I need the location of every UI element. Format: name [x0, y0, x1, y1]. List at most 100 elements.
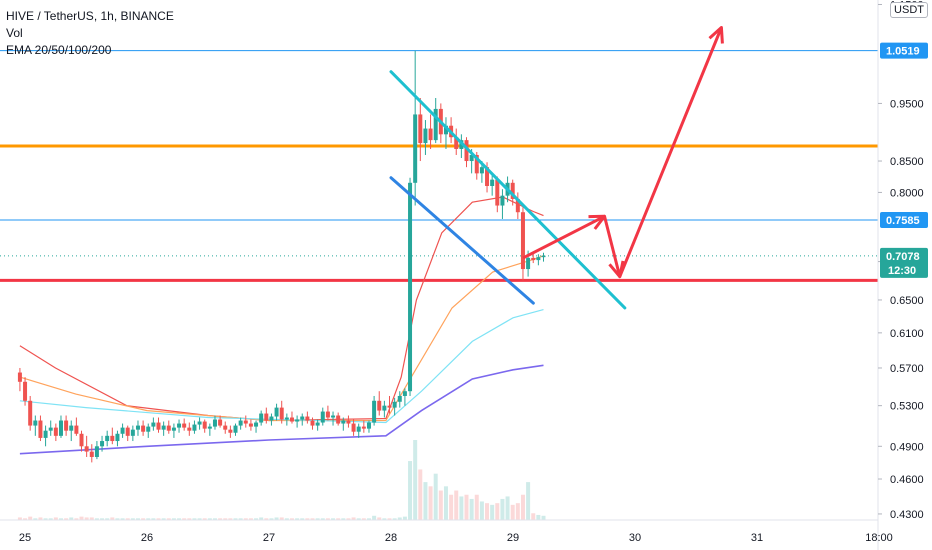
volume-bar-44: [243, 518, 248, 520]
y-tick-label-3: 0.8000: [890, 187, 924, 199]
volume-bars: [17, 440, 546, 520]
candle-body-75: [402, 391, 407, 396]
candle-body-7: [53, 427, 58, 436]
candle-body-38: [212, 419, 217, 427]
candle-body-51: [279, 407, 284, 420]
volume-bar-26: [151, 518, 156, 520]
volume-bar-61: [331, 518, 336, 520]
volume-bar-48: [264, 518, 269, 520]
volume-bar-6: [48, 518, 53, 520]
candle-body-63: [341, 420, 346, 424]
volume-bar-30: [171, 518, 176, 520]
volume-bar-46: [254, 518, 259, 520]
volume-bar-25: [146, 518, 151, 520]
candle-body-56: [305, 416, 310, 421]
candle-body-6: [48, 427, 53, 431]
candle-body-28: [161, 425, 166, 430]
legend-ema[interactable]: EMA 20/50/100/200: [6, 43, 112, 57]
candle-body-85: [454, 137, 459, 149]
candle-body-64: [346, 420, 351, 424]
candle-body-76: [408, 182, 413, 392]
volume-bar-76: [408, 461, 413, 520]
volume-bar-66: [356, 518, 361, 520]
volume-bar-79: [423, 482, 428, 520]
volume-bar-80: [428, 486, 433, 520]
candle-body-13: [84, 446, 89, 452]
volume-bar-1: [23, 518, 28, 520]
currency-label[interactable]: USDT: [890, 2, 928, 18]
candle-body-89: [474, 154, 479, 174]
volume-bar-59: [320, 518, 325, 520]
trend-line-1: [389, 176, 535, 305]
volume-bar-58: [315, 518, 320, 520]
y-tick-label-2: 0.8500: [890, 156, 924, 168]
candle-body-93: [495, 179, 500, 206]
x-tick-label-2: 27: [263, 532, 275, 544]
candle-body-88: [469, 154, 474, 162]
legend-symbol[interactable]: HIVE / TetherUS, 1h, BINANCE: [6, 9, 174, 23]
horizontal-lines: [0, 50, 878, 282]
candle-body-36: [202, 421, 207, 429]
trendline-drawings: [389, 26, 724, 310]
candle-body-1: [23, 381, 28, 401]
volume-bar-94: [500, 498, 505, 520]
volume-bar-102: [541, 515, 546, 520]
candle-body-14: [89, 451, 94, 457]
candle-body-5: [43, 430, 48, 438]
price-tag-label-1: 0.7585: [886, 215, 920, 227]
volume-bar-56: [305, 518, 310, 520]
volume-bar-85: [454, 490, 459, 520]
candlesticks: [17, 50, 546, 463]
volume-bar-50: [274, 517, 279, 520]
volume-bar-86: [459, 496, 464, 520]
ema20-line: [19, 196, 544, 422]
arrowhead-0-2: [608, 260, 625, 279]
candle-body-37: [207, 426, 212, 429]
candle-body-78: [418, 114, 423, 144]
y-tick-label-6: 0.6100: [890, 328, 924, 340]
volume-bar-28: [161, 518, 166, 520]
candle-body-10: [69, 425, 74, 431]
candle-body-0: [17, 372, 22, 382]
price-tags: 1.0519 0.7585 0.7078 12:30: [880, 42, 928, 278]
volume-bar-89: [474, 494, 479, 520]
volume-bar-53: [289, 518, 294, 520]
candle-body-29: [166, 425, 171, 431]
volume-bar-73: [392, 518, 397, 520]
volume-bar-81: [433, 473, 438, 520]
candle-body-73: [392, 401, 397, 408]
volume-bar-47: [259, 517, 264, 520]
candle-body-66: [356, 426, 361, 432]
y-tick-label-8: 0.5300: [890, 401, 924, 413]
volume-bar-101: [536, 514, 541, 520]
candle-body-83: [443, 125, 448, 135]
volume-bar-27: [156, 518, 161, 520]
candle-body-77: [413, 114, 418, 183]
volume-bar-2: [28, 516, 33, 520]
volume-bar-4: [38, 517, 43, 520]
candle-body-94: [500, 195, 505, 206]
x-tick-label-6: 31: [751, 532, 763, 544]
price-tag-1: [880, 212, 928, 229]
candle-body-61: [331, 415, 336, 418]
candle-body-9: [64, 420, 69, 431]
time-axis[interactable]: 25 26 27 28 29 30 31 18:00: [0, 519, 893, 544]
candle-body-65: [351, 423, 356, 432]
legend-volume[interactable]: Vol: [6, 26, 23, 40]
price-tag-label-0: 1.0519: [886, 46, 920, 58]
candle-body-23: [135, 425, 140, 430]
candle-body-44: [243, 420, 248, 424]
volume-bar-5: [43, 518, 48, 520]
candle-body-69: [372, 400, 377, 423]
x-tick-label-5: 30: [629, 532, 641, 544]
volume-bar-65: [351, 517, 356, 520]
x-tick-label-0: 25: [19, 532, 31, 544]
candle-body-47: [259, 413, 264, 423]
candle-body-22: [130, 429, 135, 436]
trend-line-0: [389, 70, 627, 310]
candle-body-20: [120, 427, 125, 434]
y-tick-label-11: 0.4300: [890, 509, 924, 521]
price-tag-sub-2: 12:30: [888, 265, 916, 277]
volume-bar-77: [413, 440, 418, 520]
